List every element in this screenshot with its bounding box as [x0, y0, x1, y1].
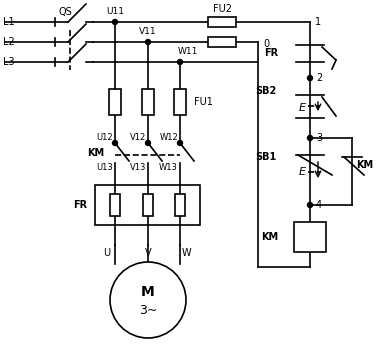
Text: SB1: SB1: [255, 152, 276, 162]
Text: KM: KM: [261, 232, 278, 242]
Text: 4: 4: [316, 200, 322, 210]
Bar: [175, 194, 185, 216]
Circle shape: [146, 40, 151, 44]
Circle shape: [308, 135, 313, 140]
Text: W12: W12: [159, 133, 178, 141]
Text: SB2: SB2: [255, 86, 276, 96]
Text: E: E: [299, 167, 306, 177]
Circle shape: [177, 140, 183, 146]
Text: 3: 3: [316, 133, 322, 143]
Text: M: M: [141, 285, 155, 299]
Circle shape: [308, 76, 313, 80]
Circle shape: [177, 60, 183, 64]
Text: V11: V11: [139, 28, 157, 36]
Text: U12: U12: [97, 133, 113, 141]
Text: U13: U13: [96, 163, 113, 173]
Bar: [208, 17, 236, 27]
Text: FR: FR: [73, 200, 87, 210]
Circle shape: [308, 203, 313, 208]
Circle shape: [146, 140, 151, 146]
Bar: [174, 89, 186, 115]
Text: W11: W11: [178, 48, 198, 56]
Bar: [143, 194, 153, 216]
Bar: [208, 37, 236, 47]
Text: KM: KM: [356, 160, 373, 170]
Bar: [95, 185, 200, 225]
Text: QS: QS: [58, 7, 72, 17]
Text: W13: W13: [159, 163, 178, 173]
Text: FU1: FU1: [194, 97, 213, 107]
Text: E: E: [299, 103, 306, 113]
Text: 0: 0: [263, 39, 269, 49]
Text: V12: V12: [130, 133, 146, 141]
Text: U: U: [103, 248, 111, 258]
Text: FR: FR: [264, 48, 278, 58]
Text: U11: U11: [106, 7, 124, 16]
Circle shape: [113, 20, 118, 25]
Text: V13: V13: [129, 163, 146, 173]
Circle shape: [113, 140, 118, 146]
Text: L2: L2: [3, 37, 15, 47]
Text: 2: 2: [316, 73, 322, 83]
Text: KM: KM: [87, 148, 104, 158]
Text: 3~: 3~: [139, 303, 157, 316]
Text: L1: L1: [3, 17, 15, 27]
Bar: [294, 222, 326, 252]
Text: FU2: FU2: [213, 4, 231, 14]
Bar: [110, 194, 120, 216]
Text: L3: L3: [3, 57, 15, 67]
Text: 1: 1: [315, 17, 321, 27]
Bar: [109, 89, 121, 115]
Bar: [142, 89, 154, 115]
Text: V: V: [145, 248, 151, 258]
Circle shape: [110, 262, 186, 338]
Text: W: W: [181, 248, 191, 258]
